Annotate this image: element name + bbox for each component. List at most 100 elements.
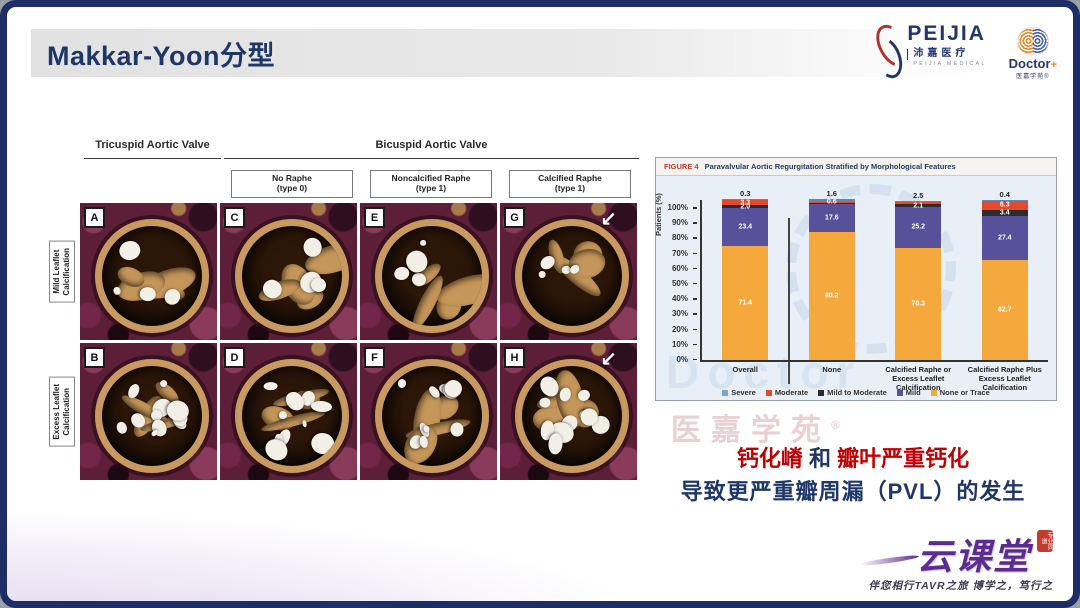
y-tick-label: 60% <box>672 264 698 273</box>
raphe-box: Calcified Raphe (type 1) <box>509 170 631 198</box>
peijia-logo: PEIJIA 沛嘉医疗 PEIJIA MEDICAL <box>868 19 987 83</box>
raphe-box: No Raphe (type 0) <box>231 170 353 198</box>
doctor-plus-logo: Doctor+ 医嘉学苑® <box>1009 27 1057 80</box>
calcium-blob <box>264 381 279 391</box>
segment-value-label: 0.6 <box>826 198 837 206</box>
valve-ct-image: B <box>80 343 217 480</box>
legend-label: None or Trace <box>939 388 990 397</box>
valve-morphology-figure: Tricuspid Aortic Valve Bicuspid Aortic V… <box>47 139 639 484</box>
severe-value-label: 1.6 <box>826 189 837 199</box>
valve-ct-image: E <box>360 203 497 340</box>
bar-segment-mild_to_moderate <box>808 202 855 204</box>
bar-segment-none_or_trace: 62.7 <box>981 259 1028 360</box>
peijia-name: PEIJIA <box>907 22 986 45</box>
y-tick-label: 0% <box>676 355 697 364</box>
valve-lumen <box>235 359 350 474</box>
stacked-bar: 62.7 27.4 3.4 6.3 <box>981 199 1028 360</box>
y-axis-ticks: 100% 90% 80% 70% 60% 50% 40% 30% 20% 10% 0% <box>668 200 698 363</box>
white-arrow-icon: ↙ <box>600 209 617 231</box>
segment-value-label: 27.4 <box>997 234 1012 242</box>
bicuspid-header: Bicuspid Aortic Valve <box>224 139 639 159</box>
legend-swatch <box>930 389 937 396</box>
valve-lumen <box>235 219 350 334</box>
bar-segment-severe <box>722 199 769 200</box>
raphe-box: Noncalcified Raphe (type 1) <box>370 170 492 198</box>
title-bar: Makkar-Yoon分型 <box>31 29 1073 77</box>
segment-value-label: 3.4 <box>999 209 1010 217</box>
x-axis-line <box>700 360 1048 362</box>
bars-area: 0.3 71.4 23.4 2.0 3.3 Overall 1.6 80.2 17.6 0.6 No… <box>702 189 1048 392</box>
chart-legend: Severe Moderate Mild to Moderate Mild None o… <box>656 388 1056 397</box>
x-axis-category-label: Calcified Raphe or Excess Leaflet Calcific… <box>885 365 952 392</box>
doctor-name: Doctor <box>1008 56 1051 71</box>
peijia-en: PEIJIA MEDICAL <box>913 60 987 67</box>
valve-lumen <box>375 219 490 334</box>
x-axis-category-label: Calcified Raphe Plus Excess Leaflet Calcif… <box>967 365 1042 392</box>
legend-label: Moderate <box>774 388 809 397</box>
bar-segment-mild_to_moderate: 2.0 <box>722 203 769 210</box>
valve-lumen <box>95 359 210 474</box>
yunketang-branding: 云课堂 专业同道 伴您相行TAVR之旅 博学之，笃行之 <box>823 530 1053 593</box>
calcium-blob <box>450 422 464 437</box>
conclusion-line-2: 导致更严重瓣周漏（PVL）的发生 <box>680 479 1026 504</box>
legend-item: Mild <box>896 388 921 397</box>
y-axis-title: Patients (%) <box>654 193 663 236</box>
chart-header: FIGURE 4 Paravalvular Aortic Regurgitati… <box>656 158 1056 176</box>
segment-value-label: 25.2 <box>911 223 926 231</box>
bar-segment-mild_to_moderate: 3.4 <box>981 209 1028 217</box>
valve-ct-image: C <box>220 203 357 340</box>
legend-label: Severe <box>731 388 756 397</box>
bar-segment-none_or_trace: 71.4 <box>722 245 769 360</box>
severe-value-label: 0.4 <box>999 189 1010 199</box>
y-tick-label: 50% <box>672 279 698 288</box>
chart-title: Paravalvular Aortic Regurgitation Strati… <box>704 162 956 171</box>
y-tick-label: 90% <box>672 219 698 227</box>
page-title: Makkar-Yoon分型 <box>47 40 276 71</box>
panel-letter-badge: E <box>364 207 385 228</box>
stacked-bar: 70.3 25.2 2.1 <box>895 200 942 360</box>
legend-swatch <box>722 389 729 396</box>
legend-swatch <box>818 389 825 396</box>
y-tick-label: 30% <box>672 310 698 318</box>
valve-ct-image: F <box>360 343 497 480</box>
yunketang-logo-text: 云课堂 <box>916 536 1031 578</box>
doctor-plus-sign: + <box>1050 59 1057 71</box>
bar-segment-moderate: 3.3 <box>722 199 769 206</box>
valve-lumen <box>95 219 210 334</box>
conclusion-term-1: 钙化嵴 <box>736 446 803 471</box>
bar-segment-severe <box>808 199 855 202</box>
valve-ct-image: H ↙ <box>500 343 637 480</box>
calcium-blob <box>397 378 407 389</box>
valve-lumen <box>515 219 630 334</box>
severe-value-label: 0.3 <box>740 189 751 199</box>
panel-letter-badge: B <box>84 347 105 368</box>
logos: PEIJIA 沛嘉医疗 PEIJIA MEDICAL Doctor+ 医嘉学苑® <box>868 19 1057 83</box>
calcium-blob <box>539 397 551 408</box>
conclusion-and: 和 <box>802 446 838 471</box>
calcium-blob <box>115 421 129 436</box>
severe-value-label: 2.5 <box>913 190 924 200</box>
segment-value-label: 80.2 <box>824 292 839 300</box>
row-label: Mild Leaflet Calcification <box>49 240 75 303</box>
panel-letter-badge: C <box>224 207 245 228</box>
watermark-brain-icon <box>786 184 956 354</box>
conclusion-term-2: 瓣叶严重钙化 <box>837 446 970 471</box>
segment-value-label: 6.3 <box>999 201 1010 209</box>
legend-item: Moderate <box>765 388 809 397</box>
legend-label: Mild to Moderate <box>827 388 887 397</box>
segment-value-label: 23.4 <box>738 223 753 231</box>
valve-lumen <box>375 359 490 474</box>
group-divider-line <box>788 218 790 384</box>
calcium-blob <box>418 239 427 248</box>
valve-image-grid: Mild Leaflet Calcification A C E G ↙ Excess Le… <box>47 203 637 480</box>
panel-letter-badge: H <box>504 347 525 368</box>
bar-segment-mild: 27.4 <box>981 215 1028 260</box>
valve-lumen <box>515 359 630 474</box>
bar-group: 2.5 70.3 25.2 2.1 Calcified Raphe or Excess L… <box>875 191 962 392</box>
x-axis-category-label: None <box>822 365 842 374</box>
bar-segment-none_or_trace: 80.2 <box>808 231 855 360</box>
brain-icon <box>1016 27 1049 55</box>
y-tick-label: 40% <box>672 295 698 303</box>
legend-item: Mild to Moderate <box>818 388 887 397</box>
